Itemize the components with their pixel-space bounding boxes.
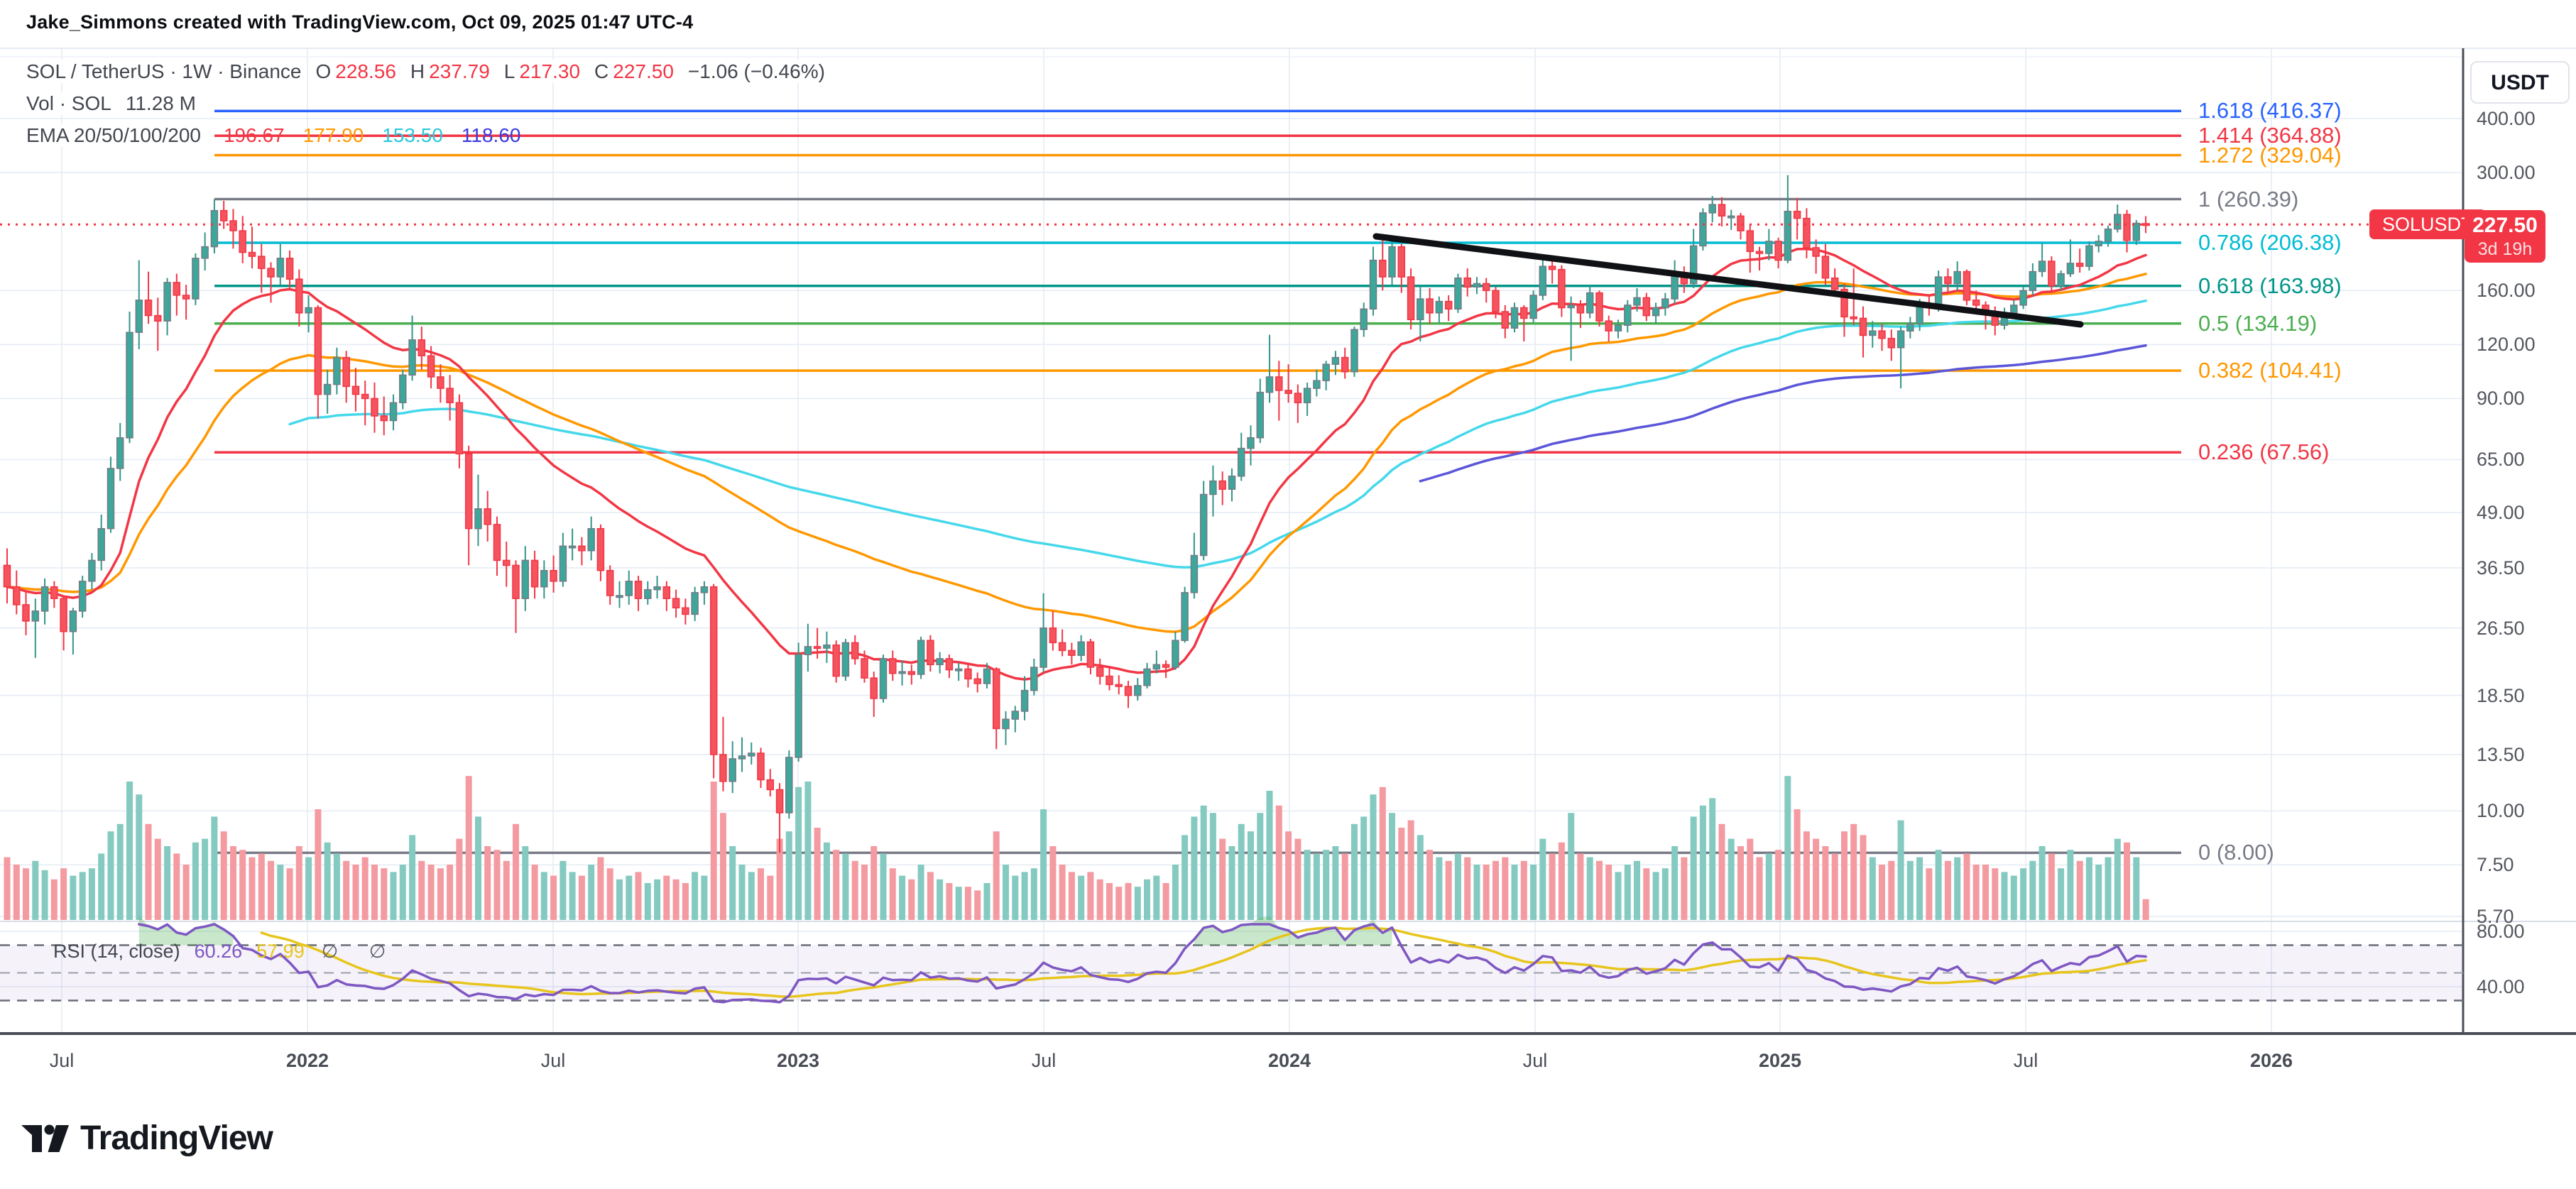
time-axis-label: Jul [540,1050,566,1071]
change-value: −1.06 (−0.46%) [687,60,829,83]
time-axis-label: 2025 [1758,1050,1802,1071]
time-axis-label: Jul [1031,1050,1057,1071]
high-value: 237.79 [429,60,494,83]
volume-legend-row[interactable]: Vol · SOL 11.28 M [26,90,200,117]
fib-level-label: 1 (260.39) [2198,186,2299,212]
ema50-value: 177.90 [302,124,364,146]
rsi-tick: 80.00 [2477,921,2525,942]
rsi-ma-value: 57.99 [256,941,305,962]
fib-level-label: 1.272 (329.04) [2198,142,2342,168]
time-axis-label: 2026 [2249,1050,2293,1071]
open-label: O [315,60,336,83]
last-price-value: 227.50 [2472,214,2538,237]
tradingview-logo[interactable]: TradingView [21,1119,273,1158]
price-tick: 65.00 [2477,449,2525,471]
last-price-badge[interactable]: 227.50 3d 19h [2465,210,2545,263]
close-label: C [594,60,613,83]
tradingview-wordmark: TradingView [80,1119,273,1157]
price-tick: 300.00 [2477,162,2536,184]
volume-label: Vol · SOL [26,92,116,115]
attribution-text: Jake_Simmons created with TradingView.co… [26,11,694,33]
close-value: 227.50 [613,60,678,83]
rsi-value: 60.26 [194,941,243,962]
price-tick: 7.50 [2477,854,2514,876]
fib-level-label: 0.618 (163.98) [2198,273,2342,298]
ema20-value: 196.67 [223,124,285,146]
bar-countdown: 3d 19h [2477,239,2533,259]
time-axis-label: 2022 [285,1050,329,1071]
fib-level-label: 1.618 (416.37) [2198,98,2342,124]
price-tick: 18.50 [2477,684,2525,706]
fib-level-label: 0.786 (206.38) [2198,229,2342,255]
rsi-empty-values: ∅ ∅ [321,941,399,962]
price-tick: 400.00 [2477,108,2536,129]
fib-level-label: 0.236 (67.56) [2198,439,2330,465]
symbol-legend-row[interactable]: SOL / TetherUS · 1W · Binance O 228.56 H 237… [26,58,829,85]
time-axis-label: 2023 [776,1050,820,1071]
price-tick: 49.00 [2477,502,2525,524]
fib-level-label: 0.5 (134.19) [2198,310,2318,336]
ema100-value: 153.50 [382,124,443,146]
time-axis-label: 2024 [1267,1050,1311,1071]
volume-value: 11.28 M [125,92,200,115]
fib-level-label: 0 (8.00) [2198,840,2274,865]
tradingview-logo-icon [21,1124,69,1152]
rsi-legend-row[interactable]: RSI (14, close) 60.26 57.99 ∅ ∅ [53,938,398,965]
price-tick: 90.00 [2477,388,2525,410]
symbol-title: SOL / TetherUS · 1W · Binance [26,60,306,83]
rsi-tick: 40.00 [2477,976,2525,997]
price-tick: 120.00 [2477,334,2536,356]
price-tick: 26.50 [2477,617,2525,639]
high-label: H [410,60,430,83]
price-tick: 36.50 [2477,557,2525,579]
price-tick: 5.70 [2477,905,2514,927]
ema-label: EMA 20/50/100/200 [26,124,205,147]
low-value: 217.30 [519,60,585,83]
ema-legend-row[interactable]: EMA 20/50/100/200 196.67 177.90 153.50 118.6… [26,122,520,149]
price-tick: 10.00 [2477,800,2525,822]
time-axis-label: Jul [49,1050,75,1071]
fib-level-label: 0.382 (104.41) [2198,358,2342,383]
open-value: 228.56 [335,60,400,83]
currency-toggle-button[interactable]: USDT [2470,61,2570,104]
time-axis-label: Jul [1522,1050,1548,1071]
ema200-value: 118.60 [461,124,521,146]
price-tick: 160.00 [2477,280,2536,302]
time-axis-label: Jul [2013,1050,2039,1071]
fib-level-label: 1.414 (364.88) [2198,123,2342,148]
rsi-label: RSI (14, close) [53,941,180,962]
low-label: L [503,60,520,83]
price-tick: 13.50 [2477,743,2525,765]
